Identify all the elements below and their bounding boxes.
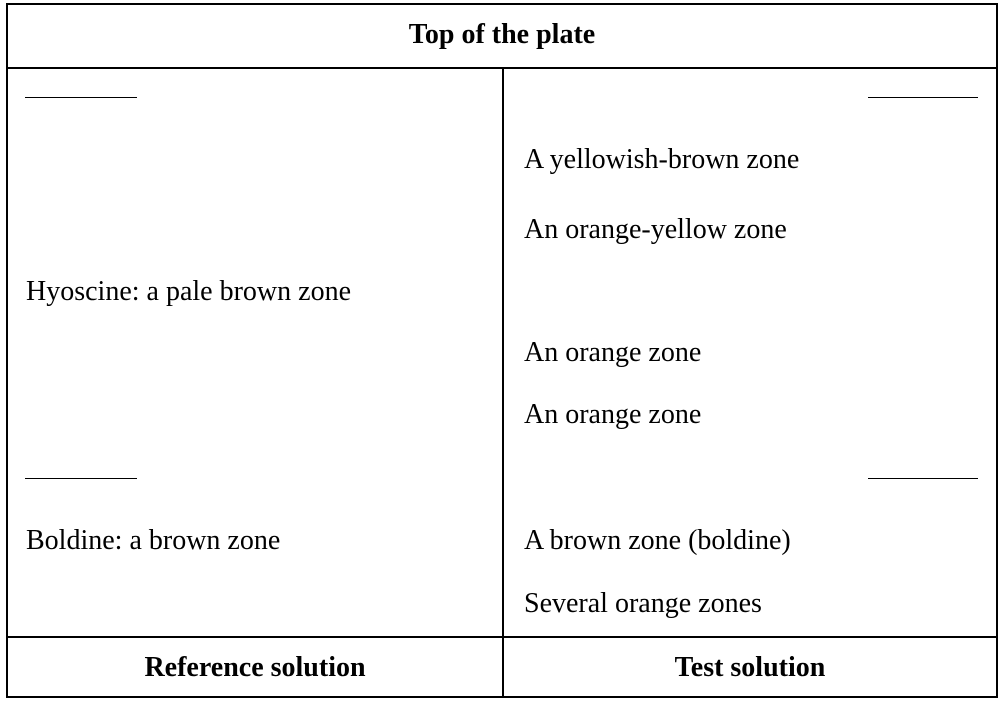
test-zone-brown-boldine: A brown zone (boldine) [524, 525, 791, 556]
reference-solution-heading: Reference solution [144, 652, 366, 683]
table-footer-row: Reference solution Test solution [8, 636, 996, 698]
test-zone-yellowish-brown: A yellowish-brown zone [524, 144, 800, 175]
reference-marker-line-top [25, 97, 137, 98]
reference-marker-line-bottom [25, 478, 137, 479]
table-header-row: Top of the plate [8, 5, 996, 69]
test-zone-orange-1: An orange zone [524, 337, 702, 368]
column-divider [502, 69, 504, 696]
top-of-plate-label: Top of the plate [408, 19, 596, 50]
reference-zone-boldine: Boldine: a brown zone [26, 525, 281, 556]
test-marker-line-top [868, 97, 978, 98]
test-zone-orange-yellow: An orange-yellow zone [524, 214, 787, 245]
test-zone-orange-2: An orange zone [524, 399, 702, 430]
chromatogram-table: Top of the plate Hyoscine: a pale brown … [6, 3, 998, 698]
test-marker-line-bottom [868, 478, 978, 479]
reference-zone-hyoscine: Hyoscine: a pale brown zone [26, 276, 351, 307]
test-solution-heading: Test solution [674, 652, 826, 683]
test-zone-several-orange: Several orange zones [524, 588, 762, 619]
